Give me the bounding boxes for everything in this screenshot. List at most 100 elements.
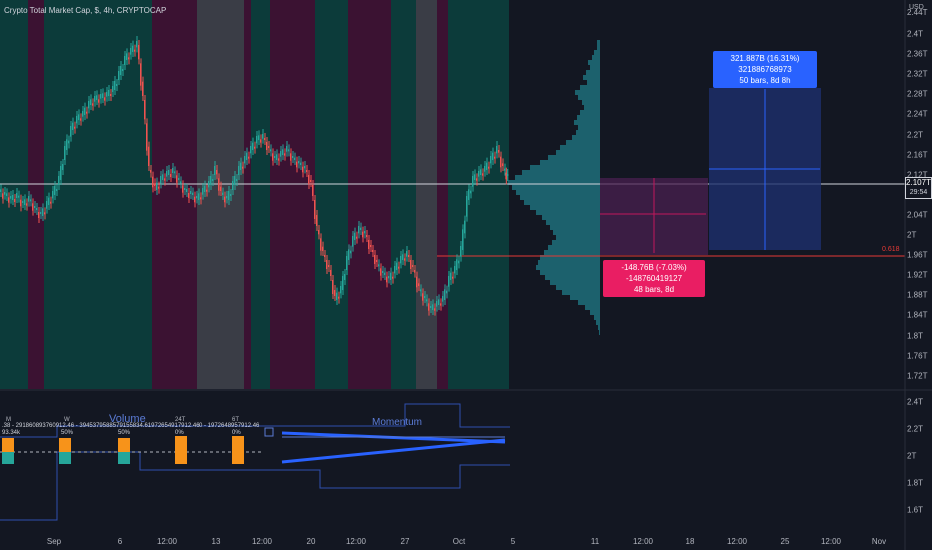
session-zone <box>152 0 197 389</box>
candle-body <box>90 99 92 105</box>
candle-body <box>474 174 476 180</box>
candle-body <box>166 171 168 177</box>
candle-body <box>210 176 212 185</box>
volume-profile-bar <box>520 195 600 200</box>
candle-body <box>376 260 378 262</box>
volume-profile-bar <box>536 265 600 270</box>
candle-body <box>82 111 84 117</box>
session-zones <box>0 0 509 389</box>
osc-axis-label: 1.8T <box>907 478 924 488</box>
candle-body <box>302 166 304 173</box>
volume-profile-bar <box>516 190 600 195</box>
candle-body <box>192 192 194 195</box>
session-zone <box>416 0 437 389</box>
candle-body <box>254 146 256 149</box>
candle-body <box>104 97 106 101</box>
measure-up-tag[interactable]: 321.887B (16.31%) 321886768973 50 bars, … <box>713 51 817 88</box>
time-axis-label: 5 <box>510 537 516 546</box>
osc-orange-bar <box>2 438 14 452</box>
candle-body <box>20 199 22 207</box>
candle-body <box>196 196 198 199</box>
candle-body <box>264 138 266 140</box>
oscillator-pane[interactable] <box>0 403 510 521</box>
candle-body <box>472 176 474 187</box>
volume-profile-bar <box>577 115 600 120</box>
candle-body <box>328 265 330 267</box>
measure-up-line2: 50 bars, 8d 8h <box>739 76 791 85</box>
price-axis-label: 2T <box>907 230 917 240</box>
candle-body <box>462 229 464 250</box>
candle-body <box>60 166 62 180</box>
candle-body <box>320 238 322 251</box>
volume-profile-bar <box>508 180 600 185</box>
current-price-value: 2.107T <box>906 178 931 187</box>
volume-profile-bar <box>556 285 600 290</box>
candle-body <box>312 185 314 196</box>
candle-body <box>502 163 504 166</box>
candle-body <box>506 174 509 176</box>
volume-profile-bar <box>585 305 600 310</box>
candle-body <box>392 276 394 279</box>
osc-orange-bar <box>59 438 71 452</box>
candle-body <box>236 179 238 181</box>
candle-body <box>356 236 358 239</box>
candle-body <box>176 175 178 183</box>
candle-body <box>110 94 112 96</box>
volume-indicator-title[interactable]: Volume <box>109 413 146 425</box>
candle-body <box>426 299 428 302</box>
osc-pct-1: 50% <box>61 430 74 436</box>
candle-body <box>6 193 8 196</box>
price-axis-label: 2.4T <box>907 29 924 39</box>
price-axis-label: 1.72T <box>907 371 928 381</box>
price-axis-label: 1.8T <box>907 331 924 340</box>
candle-body <box>206 189 208 192</box>
candle-body <box>230 194 232 196</box>
osc-teal-bar <box>59 452 71 464</box>
volume-profile-bar <box>512 185 600 190</box>
volume-profile-bar <box>538 260 600 265</box>
candle-body <box>174 171 176 174</box>
candle-body <box>368 240 370 249</box>
measure-down-tag[interactable]: -148.76B (-7.03%) -148760419127 48 bars,… <box>603 260 705 297</box>
candle-body <box>396 262 398 270</box>
momentum-indicator-title[interactable]: Momentum <box>372 417 423 428</box>
candle-body <box>292 156 294 158</box>
volume-profile-bar <box>592 55 600 60</box>
currency-label: USD <box>909 4 924 11</box>
candle-body <box>168 170 170 175</box>
osc-pct-2: 50% <box>118 430 131 436</box>
osc-axis-label: 2.2T <box>907 424 924 434</box>
candle-body <box>194 196 196 203</box>
candle-body <box>114 81 116 90</box>
candle-body <box>130 48 132 55</box>
candle-body <box>158 186 160 189</box>
candle-body <box>134 49 136 52</box>
candle-body <box>154 183 156 186</box>
volume-profile-bar <box>594 50 600 55</box>
candle-body <box>200 197 202 200</box>
volume-profile-bar <box>597 40 600 45</box>
candle-body <box>214 166 216 175</box>
candle-body <box>382 271 384 273</box>
osc-series-label-24t: 24T <box>175 417 186 423</box>
volume-profile-bar <box>576 130 600 135</box>
candle-body <box>240 162 242 170</box>
candle-body <box>274 156 276 158</box>
candle-body <box>394 266 396 274</box>
candle-body <box>84 107 86 115</box>
candle-body <box>372 250 374 252</box>
candle-body <box>162 174 164 180</box>
candle-body <box>0 189 2 192</box>
candle-body <box>486 162 488 170</box>
candle-body <box>32 203 34 211</box>
candle-body <box>96 95 98 100</box>
symbol-title[interactable]: Crypto Total Market Cap, $, 4h, CRYPTOCA… <box>4 6 167 15</box>
candle-body <box>434 308 436 311</box>
osc-volume-value: 93.34k <box>2 430 21 436</box>
candle-body <box>80 118 82 121</box>
price-axis-label: 2.28T <box>907 89 928 99</box>
candle-body <box>505 172 507 180</box>
candle-body <box>146 123 148 151</box>
